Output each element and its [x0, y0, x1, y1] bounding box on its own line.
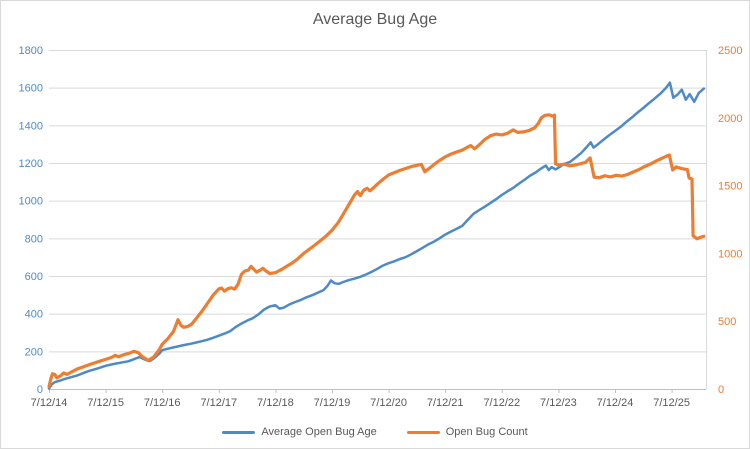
svg-text:7/12/18: 7/12/18 — [257, 397, 294, 409]
svg-text:7/12/22: 7/12/22 — [483, 397, 520, 409]
legend-item-open-bug-count: Open Bug Count — [406, 426, 528, 438]
svg-text:7/12/15: 7/12/15 — [87, 397, 124, 409]
legend-item-average-open-bug-age: Average Open Bug Age — [222, 426, 377, 438]
svg-text:7/12/21: 7/12/21 — [427, 397, 464, 409]
legend-label: Average Open Bug Age — [261, 426, 377, 438]
svg-text:1400: 1400 — [19, 120, 43, 132]
svg-text:1600: 1600 — [19, 83, 43, 95]
svg-text:200: 200 — [25, 346, 43, 358]
svg-text:7/12/25: 7/12/25 — [653, 397, 690, 409]
svg-text:0: 0 — [37, 384, 43, 396]
svg-text:1000: 1000 — [19, 196, 43, 208]
svg-text:2500: 2500 — [718, 45, 742, 57]
svg-text:1500: 1500 — [718, 181, 742, 193]
svg-text:7/12/16: 7/12/16 — [144, 397, 181, 409]
svg-text:400: 400 — [25, 309, 43, 321]
chart-legend: Average Open Bug Age Open Bug Count — [1, 426, 749, 438]
svg-text:800: 800 — [25, 233, 43, 245]
svg-text:600: 600 — [25, 271, 43, 283]
chart-title: Average Bug Age — [312, 11, 438, 28]
svg-text:500: 500 — [718, 316, 736, 328]
svg-text:2000: 2000 — [718, 113, 742, 125]
svg-text:7/12/17: 7/12/17 — [200, 397, 237, 409]
legend-swatch-blue — [222, 430, 256, 434]
svg-text:7/12/24: 7/12/24 — [597, 397, 634, 409]
svg-text:7/12/14: 7/12/14 — [31, 397, 68, 409]
svg-text:1000: 1000 — [718, 248, 742, 260]
legend-swatch-orange — [406, 430, 440, 434]
svg-text:1800: 1800 — [19, 45, 43, 57]
svg-text:7/12/19: 7/12/19 — [314, 397, 351, 409]
svg-text:7/12/23: 7/12/23 — [540, 397, 577, 409]
svg-text:7/12/20: 7/12/20 — [370, 397, 407, 409]
svg-text:0: 0 — [718, 384, 724, 396]
svg-text:1200: 1200 — [19, 158, 43, 170]
legend-label: Open Bug Count — [445, 426, 528, 438]
